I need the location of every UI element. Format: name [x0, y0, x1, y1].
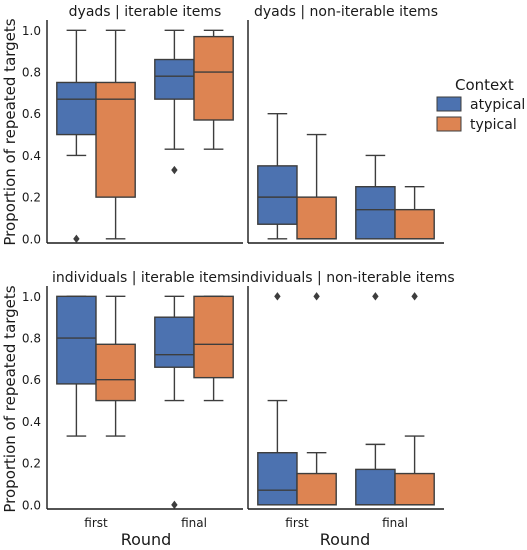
box-first-atypical — [257, 292, 298, 506]
y-tick-label: 1.0 — [22, 290, 41, 304]
box-final-typical — [394, 186, 435, 240]
y-tick-label: 0.4 — [22, 149, 41, 163]
x-tick-label-final: final — [382, 516, 408, 530]
legend-label-atypical: atypical — [470, 97, 525, 113]
box-body — [296, 196, 337, 240]
panel-dyads-non-iterable-items: dyads | non-iterable items — [247, 4, 444, 244]
box-body — [193, 35, 234, 121]
box-first-typical — [95, 295, 136, 437]
box-body — [296, 472, 337, 506]
x-tick-label-first: first — [285, 516, 309, 530]
box-body — [95, 343, 136, 402]
panel-title: dyads | non-iterable items — [254, 4, 438, 20]
y-tick-label: 1.0 — [22, 24, 41, 38]
box-body — [154, 316, 195, 368]
panel-title: individuals | non-iterable items — [237, 270, 454, 286]
legend-swatch-typical — [436, 116, 462, 132]
box-first-typical — [95, 29, 136, 240]
y-tick-label: 0.6 — [22, 107, 41, 121]
box-first-atypical — [56, 29, 97, 243]
x-axis-label-right: Round — [320, 530, 371, 549]
outlier-point — [274, 292, 281, 301]
y-tick-label: 0.6 — [22, 373, 41, 387]
box-first-atypical — [56, 295, 97, 437]
legend-title: Context — [455, 76, 514, 94]
x-tick-label-first: first — [84, 516, 108, 530]
box-body — [394, 472, 435, 506]
panel-individuals-iterable-items: individuals | iterable items 0.0 0.2 0.4 0.6… — [22, 270, 243, 530]
x-axis-label-left: Round — [121, 530, 172, 549]
box-body — [193, 295, 234, 379]
panel-title: dyads | iterable items — [69, 4, 222, 20]
box-final-typical — [193, 29, 234, 150]
outlier-point — [313, 292, 320, 301]
box-body — [355, 468, 396, 506]
outlier-point — [372, 292, 379, 301]
y-tick-label: 0.0 — [22, 232, 41, 246]
outlier-point — [171, 500, 178, 509]
panel-dyads-iterable-items: dyads | iterable items 0.0 0.2 0.4 0.6 0.8 1.0 — [22, 4, 243, 246]
outlier-point — [73, 234, 80, 243]
box-body — [56, 81, 97, 136]
box-body — [154, 58, 195, 100]
box-final-atypical — [355, 154, 396, 240]
y-axis-label-bottom: Proportion of repeated targets — [1, 285, 19, 512]
y-tick-label: 0.2 — [22, 191, 41, 205]
box-first-atypical — [257, 113, 298, 240]
box-body — [56, 295, 97, 385]
x-tick-label-final: final — [181, 516, 207, 530]
outlier-point — [171, 165, 178, 175]
y-axis-label-top: Proportion of repeated targets — [1, 18, 19, 245]
y-tick-label: 0.2 — [22, 457, 41, 471]
box-final-atypical — [154, 29, 195, 175]
y-tick-label: 0.8 — [22, 66, 41, 80]
box-first-typical — [296, 292, 337, 506]
y-tick-label: 0.8 — [22, 332, 41, 346]
box-body — [257, 165, 298, 225]
legend: Context atypical typical — [436, 76, 525, 133]
box-body — [95, 81, 136, 198]
box-final-typical — [394, 292, 435, 506]
panel-title: individuals | iterable items — [52, 270, 238, 286]
legend-label-typical: typical — [470, 117, 517, 133]
box-final-atypical — [154, 295, 195, 509]
y-tick-label: 0.0 — [22, 498, 41, 512]
panel-individuals-non-iterable-items: individuals | non-iterable items first fin… — [237, 270, 454, 530]
box-final-typical — [193, 295, 234, 402]
outlier-point — [411, 292, 418, 301]
box-first-typical — [296, 133, 337, 240]
box-final-atypical — [355, 292, 396, 506]
facet-panels: dyads | iterable items 0.0 0.2 0.4 0.6 0.8 1.0… — [22, 4, 455, 530]
box-body — [355, 186, 396, 240]
legend-swatch-atypical — [436, 96, 462, 112]
y-tick-label: 0.4 — [22, 415, 41, 429]
box-body — [394, 208, 435, 240]
box-body — [257, 452, 298, 506]
